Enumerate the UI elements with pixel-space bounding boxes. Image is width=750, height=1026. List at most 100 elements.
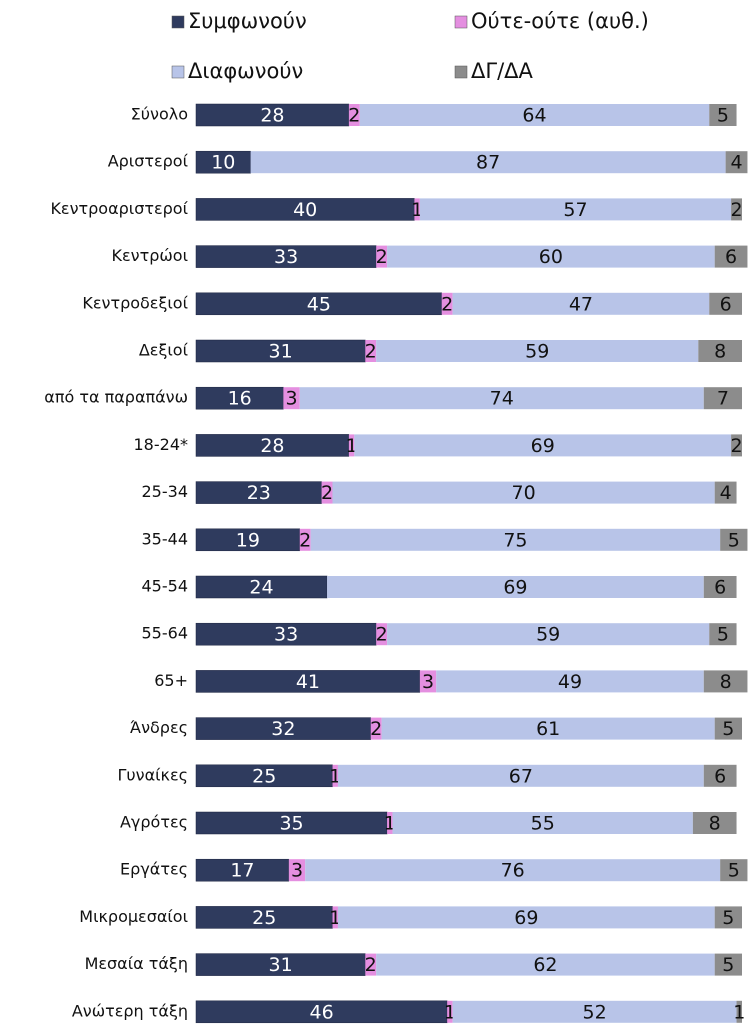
value-label: 46 [309,1001,333,1023]
category-label: Αριστεροί [108,152,189,171]
category-label: Γυναίκες [117,765,188,784]
category-label: Άνδρες [130,718,188,737]
value-label: 33 [274,624,298,646]
value-label: 41 [296,671,320,693]
value-label: 5 [728,860,740,882]
value-label: 2 [730,199,742,221]
value-label: 47 [569,293,593,315]
value-label: 5 [722,954,734,976]
value-label: 6 [725,246,737,268]
value-label: 6 [714,577,726,599]
legend-label: Ούτε-ούτε (αυθ.) [471,9,649,33]
value-label: 2 [376,246,388,268]
legend-swatch [172,66,184,78]
value-label: 35 [279,813,303,835]
value-label: 40 [293,199,317,221]
value-label: 74 [490,388,514,410]
value-label: 2 [376,624,388,646]
value-label: 2 [348,105,360,127]
category-label: Δεξιοί [139,341,189,360]
legend-label: Διαφωνούν [188,59,303,83]
legend-label: ΔΓ/ΔΑ [471,59,534,83]
value-label: 28 [260,105,284,127]
value-label: 5 [722,718,734,740]
value-label: 45 [307,293,331,315]
value-label: 25 [252,907,276,929]
value-label: 57 [563,199,587,221]
value-label: 3 [291,860,303,882]
value-label: 70 [512,482,536,504]
value-label: 2 [321,482,333,504]
category-label: Κεντροδεξιοί [82,293,188,312]
value-label: 25 [252,765,276,787]
value-label: 69 [531,435,555,457]
legend-swatch [172,16,184,28]
value-label: 3 [422,671,434,693]
value-label: 49 [558,671,582,693]
value-label: 5 [728,529,740,551]
value-label: 60 [539,246,563,268]
category-label: Σύνολο [131,105,188,124]
value-label: 3 [286,388,298,410]
value-label: 6 [714,765,726,787]
category-label: 18-24* [134,435,189,454]
value-label: 2 [365,954,377,976]
category-label: από τα παραπάνω [44,388,188,407]
category-label: Κεντροαριστεροί [50,199,188,218]
category-label: Εργάτες [120,860,188,879]
legend-swatch [455,16,467,28]
value-label: 7 [717,388,729,410]
value-label: 2 [370,718,382,740]
value-label: 2 [365,341,377,363]
category-label: 35-44 [142,529,189,548]
value-label: 64 [522,105,546,127]
value-label: 16 [228,388,252,410]
value-label: 31 [269,954,293,976]
value-label: 5 [717,105,729,127]
value-label: 61 [536,718,560,740]
value-label: 52 [582,1001,606,1023]
category-label: Ανώτερη τάξη [72,1001,188,1020]
category-label: 65+ [154,671,188,690]
value-label: 2 [730,435,742,457]
value-label: 76 [501,860,525,882]
value-label: 6 [720,293,732,315]
category-label: 25-34 [142,482,189,501]
value-label: 4 [730,152,742,174]
value-label: 62 [533,954,557,976]
value-label: 69 [514,907,538,929]
category-label: 45-54 [142,577,189,596]
legend-label: Συμφωνούν [188,9,307,33]
value-label: 2 [441,293,453,315]
value-label: 59 [525,341,549,363]
category-label: Μικρομεσαίοι [79,907,188,926]
value-label: 75 [503,529,527,551]
value-label: 19 [236,529,260,551]
value-label: 55 [531,813,555,835]
value-label: 28 [260,435,284,457]
value-label: 32 [271,718,295,740]
value-label: 24 [249,577,273,599]
category-label: Κεντρώοι [112,246,188,265]
value-label: 67 [509,765,533,787]
value-label: 33 [274,246,298,268]
value-label: 23 [247,482,271,504]
category-label: Μεσαία τάξη [85,954,188,973]
value-label: 10 [211,152,235,174]
value-label: 1 [733,1001,745,1023]
value-label: 31 [269,341,293,363]
value-label: 8 [714,341,726,363]
value-label: 8 [709,813,721,835]
value-label: 17 [230,860,254,882]
value-label: 87 [476,152,500,174]
category-label: Αγρότες [120,813,188,832]
category-label: 55-64 [142,624,189,643]
value-label: 69 [503,577,527,599]
value-label: 5 [717,624,729,646]
value-label: 2 [299,529,311,551]
chart: Συμφωνούν Ούτε-ούτε (αυθ.) Διαφωνούν ΔΓ/ΔΑ Σ… [0,0,750,1026]
value-label: 8 [720,671,732,693]
legend-swatch [455,66,467,78]
value-label: 4 [720,482,732,504]
value-label: 5 [722,907,734,929]
